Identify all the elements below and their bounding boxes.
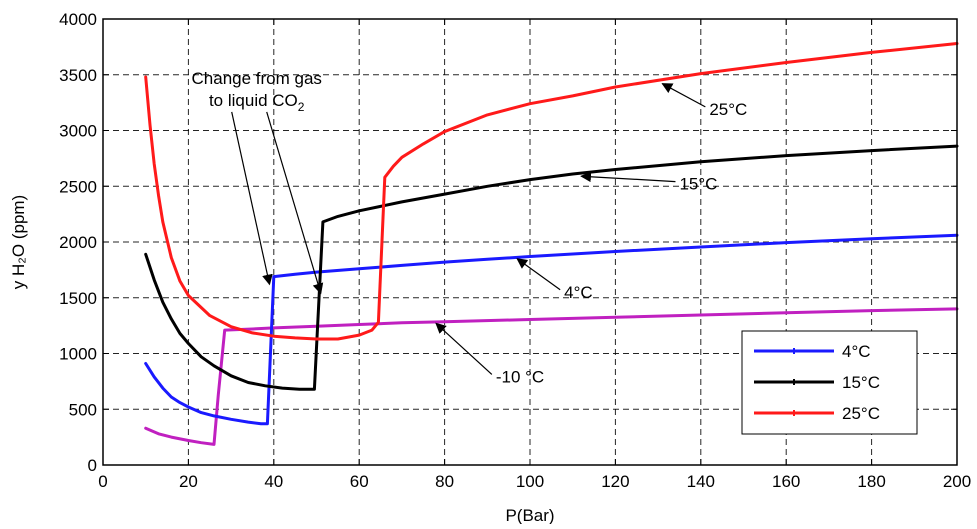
legend: 4°C 15°C 25°C xyxy=(741,330,918,435)
annotation-arrow xyxy=(266,111,324,295)
series-group xyxy=(144,42,959,446)
y-tick-label: 4000 xyxy=(59,10,97,29)
y-tick-label: 0 xyxy=(88,456,97,475)
x-tick-label: 200 xyxy=(943,472,971,491)
y-tick-label: 3500 xyxy=(59,66,97,85)
series-line-0 xyxy=(144,307,959,446)
annotation-arrow-3 xyxy=(516,258,561,291)
annotation-label-3: 4°C xyxy=(564,283,593,302)
x-tick-label: 100 xyxy=(516,472,544,491)
y-tick-label: 2000 xyxy=(59,233,97,252)
annotation-label-4: -10 °C xyxy=(496,367,544,386)
legend-label: 4°C xyxy=(842,342,871,361)
axes: 0 20 40 60 80 100 120 140 160 180 2000500100015002… xyxy=(9,10,971,525)
series-line-3 xyxy=(144,42,959,341)
x-axis-title: P(Bar) xyxy=(505,506,554,524)
x-tick-label: 160 xyxy=(772,472,800,491)
annotation-arrow xyxy=(231,111,273,286)
y-axis-title: y H₂O (ppm) xyxy=(9,195,28,289)
x-tick-label: 80 xyxy=(435,472,454,491)
legend-label: 25°C xyxy=(842,404,880,423)
x-tick-label: 0 xyxy=(98,472,107,491)
x-tick-label: 120 xyxy=(601,472,629,491)
y-tick-label: 2500 xyxy=(59,177,97,196)
annotation-arrow-2 xyxy=(580,171,676,183)
annotation-arrow-4 xyxy=(435,322,493,375)
annotation-label-1: 25°C xyxy=(709,100,747,119)
legend-label: 15°C xyxy=(842,373,880,392)
x-tick-label: 140 xyxy=(687,472,715,491)
x-tick-label: 20 xyxy=(179,472,198,491)
x-tick-label: 180 xyxy=(857,472,885,491)
annotation-label: to liquid CO2 xyxy=(209,91,305,114)
series-line-1 xyxy=(144,233,959,426)
series-line-2 xyxy=(144,144,959,391)
x-tick-label: 60 xyxy=(350,472,369,491)
annotation-label: Change from gas xyxy=(192,69,322,88)
x-tick-label: 40 xyxy=(264,472,283,491)
y-tick-label: 1000 xyxy=(59,345,97,364)
annotation-label-2: 15°C xyxy=(679,175,717,194)
annotations: Change from gas to liquid CO2 25°C 15°C 4°C -… xyxy=(192,69,748,387)
annotation-arrow-1 xyxy=(661,83,706,108)
y-tick-label: 3000 xyxy=(59,122,97,141)
y-tick-label: 1500 xyxy=(59,289,97,308)
y-tick-label: 500 xyxy=(69,400,97,419)
